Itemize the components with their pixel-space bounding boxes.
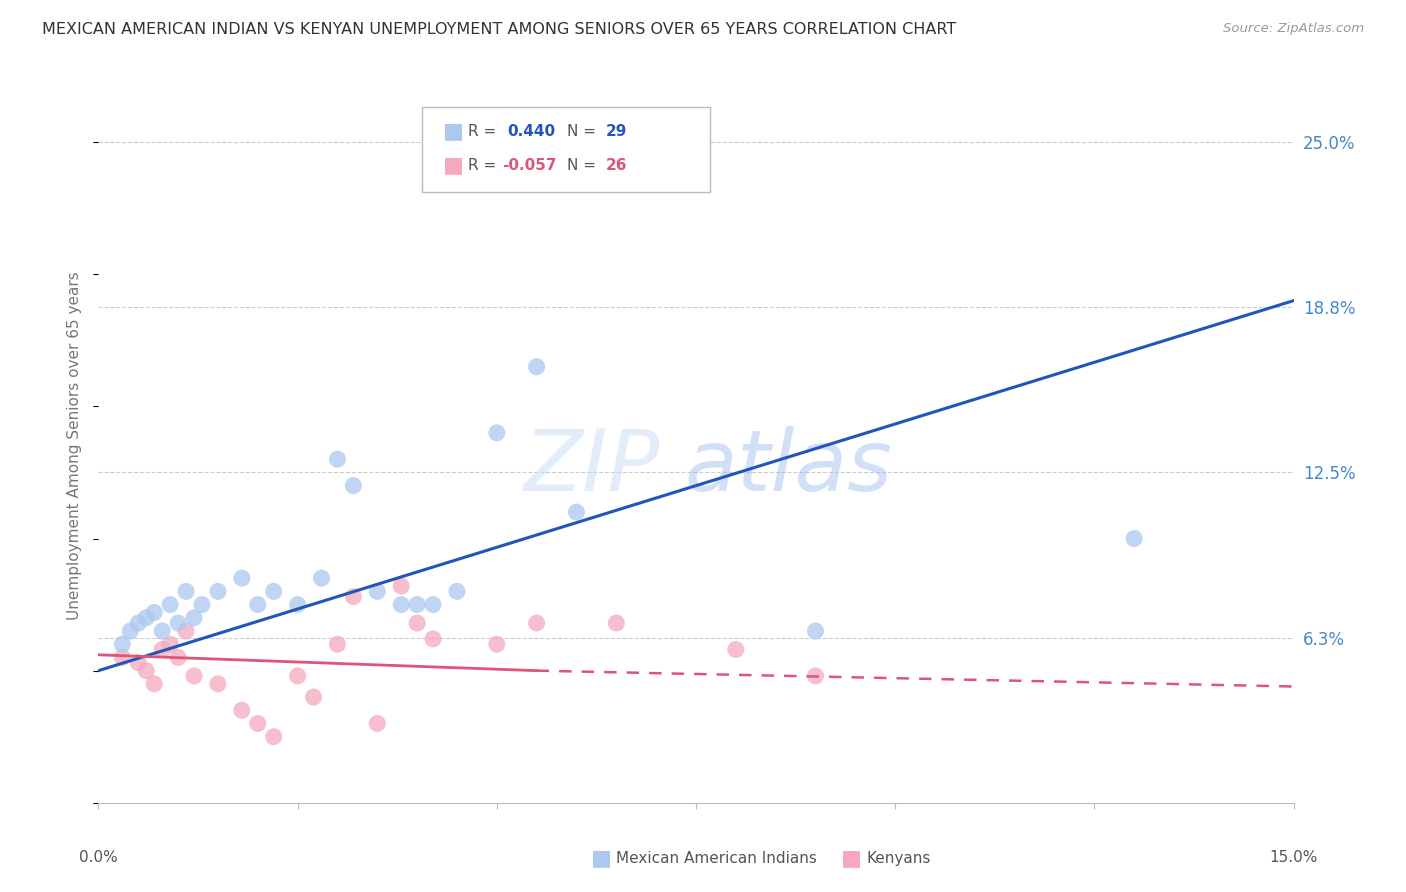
Point — [183, 611, 205, 625]
Point — [565, 505, 588, 519]
Point — [302, 690, 325, 704]
Point — [366, 716, 388, 731]
Text: Mexican American Indians: Mexican American Indians — [616, 851, 817, 865]
Point — [485, 637, 508, 651]
Text: -0.057: -0.057 — [502, 158, 557, 172]
Point — [389, 579, 412, 593]
Point — [143, 606, 166, 620]
Point — [263, 584, 285, 599]
Point — [526, 359, 548, 374]
Point — [246, 716, 269, 731]
Text: Source: ZipAtlas.com: Source: ZipAtlas.com — [1223, 22, 1364, 36]
Point — [143, 677, 166, 691]
Point — [287, 669, 309, 683]
Text: 29: 29 — [606, 124, 627, 138]
Point — [135, 664, 157, 678]
Point — [605, 616, 627, 631]
Point — [246, 598, 269, 612]
Text: ZIP: ZIP — [524, 425, 661, 509]
Point — [1123, 532, 1146, 546]
Point — [406, 616, 429, 631]
Point — [485, 425, 508, 440]
Text: R =: R = — [468, 158, 502, 172]
Point — [446, 584, 468, 599]
Text: 0.0%: 0.0% — [79, 850, 118, 865]
Point — [135, 611, 157, 625]
Point — [150, 624, 173, 638]
Point — [207, 677, 229, 691]
Point — [724, 642, 747, 657]
Point — [526, 616, 548, 631]
Text: 0.440: 0.440 — [508, 124, 555, 138]
Text: 26: 26 — [606, 158, 627, 172]
Point — [159, 598, 181, 612]
Point — [406, 598, 429, 612]
Point — [422, 632, 444, 646]
Y-axis label: Unemployment Among Seniors over 65 years: Unemployment Among Seniors over 65 years — [67, 272, 83, 620]
Point — [167, 616, 190, 631]
Point — [159, 637, 181, 651]
Text: Kenyans: Kenyans — [866, 851, 931, 865]
Point — [422, 598, 444, 612]
Point — [389, 598, 412, 612]
Text: ■: ■ — [841, 848, 862, 868]
Text: N =: N = — [567, 124, 600, 138]
Point — [207, 584, 229, 599]
Point — [231, 571, 253, 585]
Point — [342, 590, 364, 604]
Text: ■: ■ — [443, 155, 464, 175]
Point — [127, 656, 149, 670]
Point — [127, 616, 149, 631]
Text: MEXICAN AMERICAN INDIAN VS KENYAN UNEMPLOYMENT AMONG SENIORS OVER 65 YEARS CORRE: MEXICAN AMERICAN INDIAN VS KENYAN UNEMPL… — [42, 22, 956, 37]
Point — [326, 452, 349, 467]
Point — [167, 650, 190, 665]
Point — [342, 478, 364, 492]
Point — [263, 730, 285, 744]
Point — [183, 669, 205, 683]
Point — [231, 703, 253, 717]
Point — [191, 598, 214, 612]
Text: atlas: atlas — [685, 425, 891, 509]
Point — [326, 637, 349, 651]
Point — [174, 624, 197, 638]
Point — [174, 584, 197, 599]
Text: ■: ■ — [591, 848, 612, 868]
Point — [120, 624, 142, 638]
Point — [366, 584, 388, 599]
Point — [311, 571, 333, 585]
Point — [111, 650, 134, 665]
Point — [111, 637, 134, 651]
Point — [804, 669, 827, 683]
Point — [804, 624, 827, 638]
Point — [150, 642, 173, 657]
Text: 15.0%: 15.0% — [1270, 850, 1317, 865]
Point — [287, 598, 309, 612]
Text: N =: N = — [567, 158, 600, 172]
Text: R =: R = — [468, 124, 502, 138]
Text: ■: ■ — [443, 121, 464, 141]
